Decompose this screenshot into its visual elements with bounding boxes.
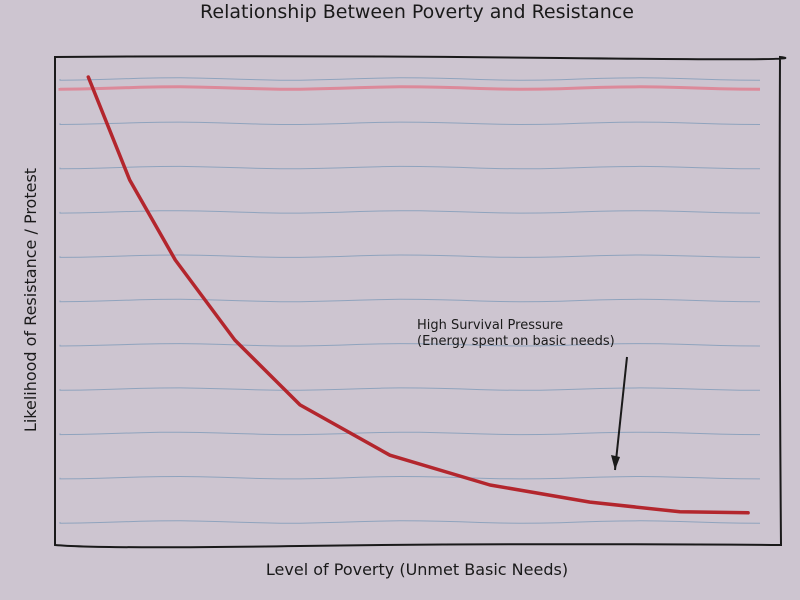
paper-line: [59, 77, 761, 81]
chart-title: Relationship Between Poverty and Resista…: [200, 1, 634, 23]
paper-line: [59, 431, 761, 436]
annotation-arrow: [614, 356, 628, 471]
paper-line: [59, 343, 761, 347]
lined-paper: [58, 77, 761, 524]
margin-line: [58, 85, 761, 91]
paper-line: [59, 520, 761, 524]
data-line: [86, 75, 750, 515]
paper-line: [59, 298, 761, 303]
plot-frame: [53, 55, 787, 549]
annotation-line: High Survival Pressure: [417, 318, 563, 333]
annotation-line: (Energy spent on basic needs): [417, 334, 615, 349]
paper-line: [59, 210, 761, 214]
x-axis-label: Level of Poverty (Unmet Basic Needs): [266, 560, 568, 579]
y-axis-label: Likelihood of Resistance / Protest: [21, 168, 40, 432]
arrow-head: [611, 455, 620, 470]
paper-line: [59, 165, 761, 170]
paper-line: [59, 387, 761, 391]
paper-line: [59, 475, 761, 480]
paper-line: [59, 254, 761, 258]
paper-line: [59, 121, 761, 126]
